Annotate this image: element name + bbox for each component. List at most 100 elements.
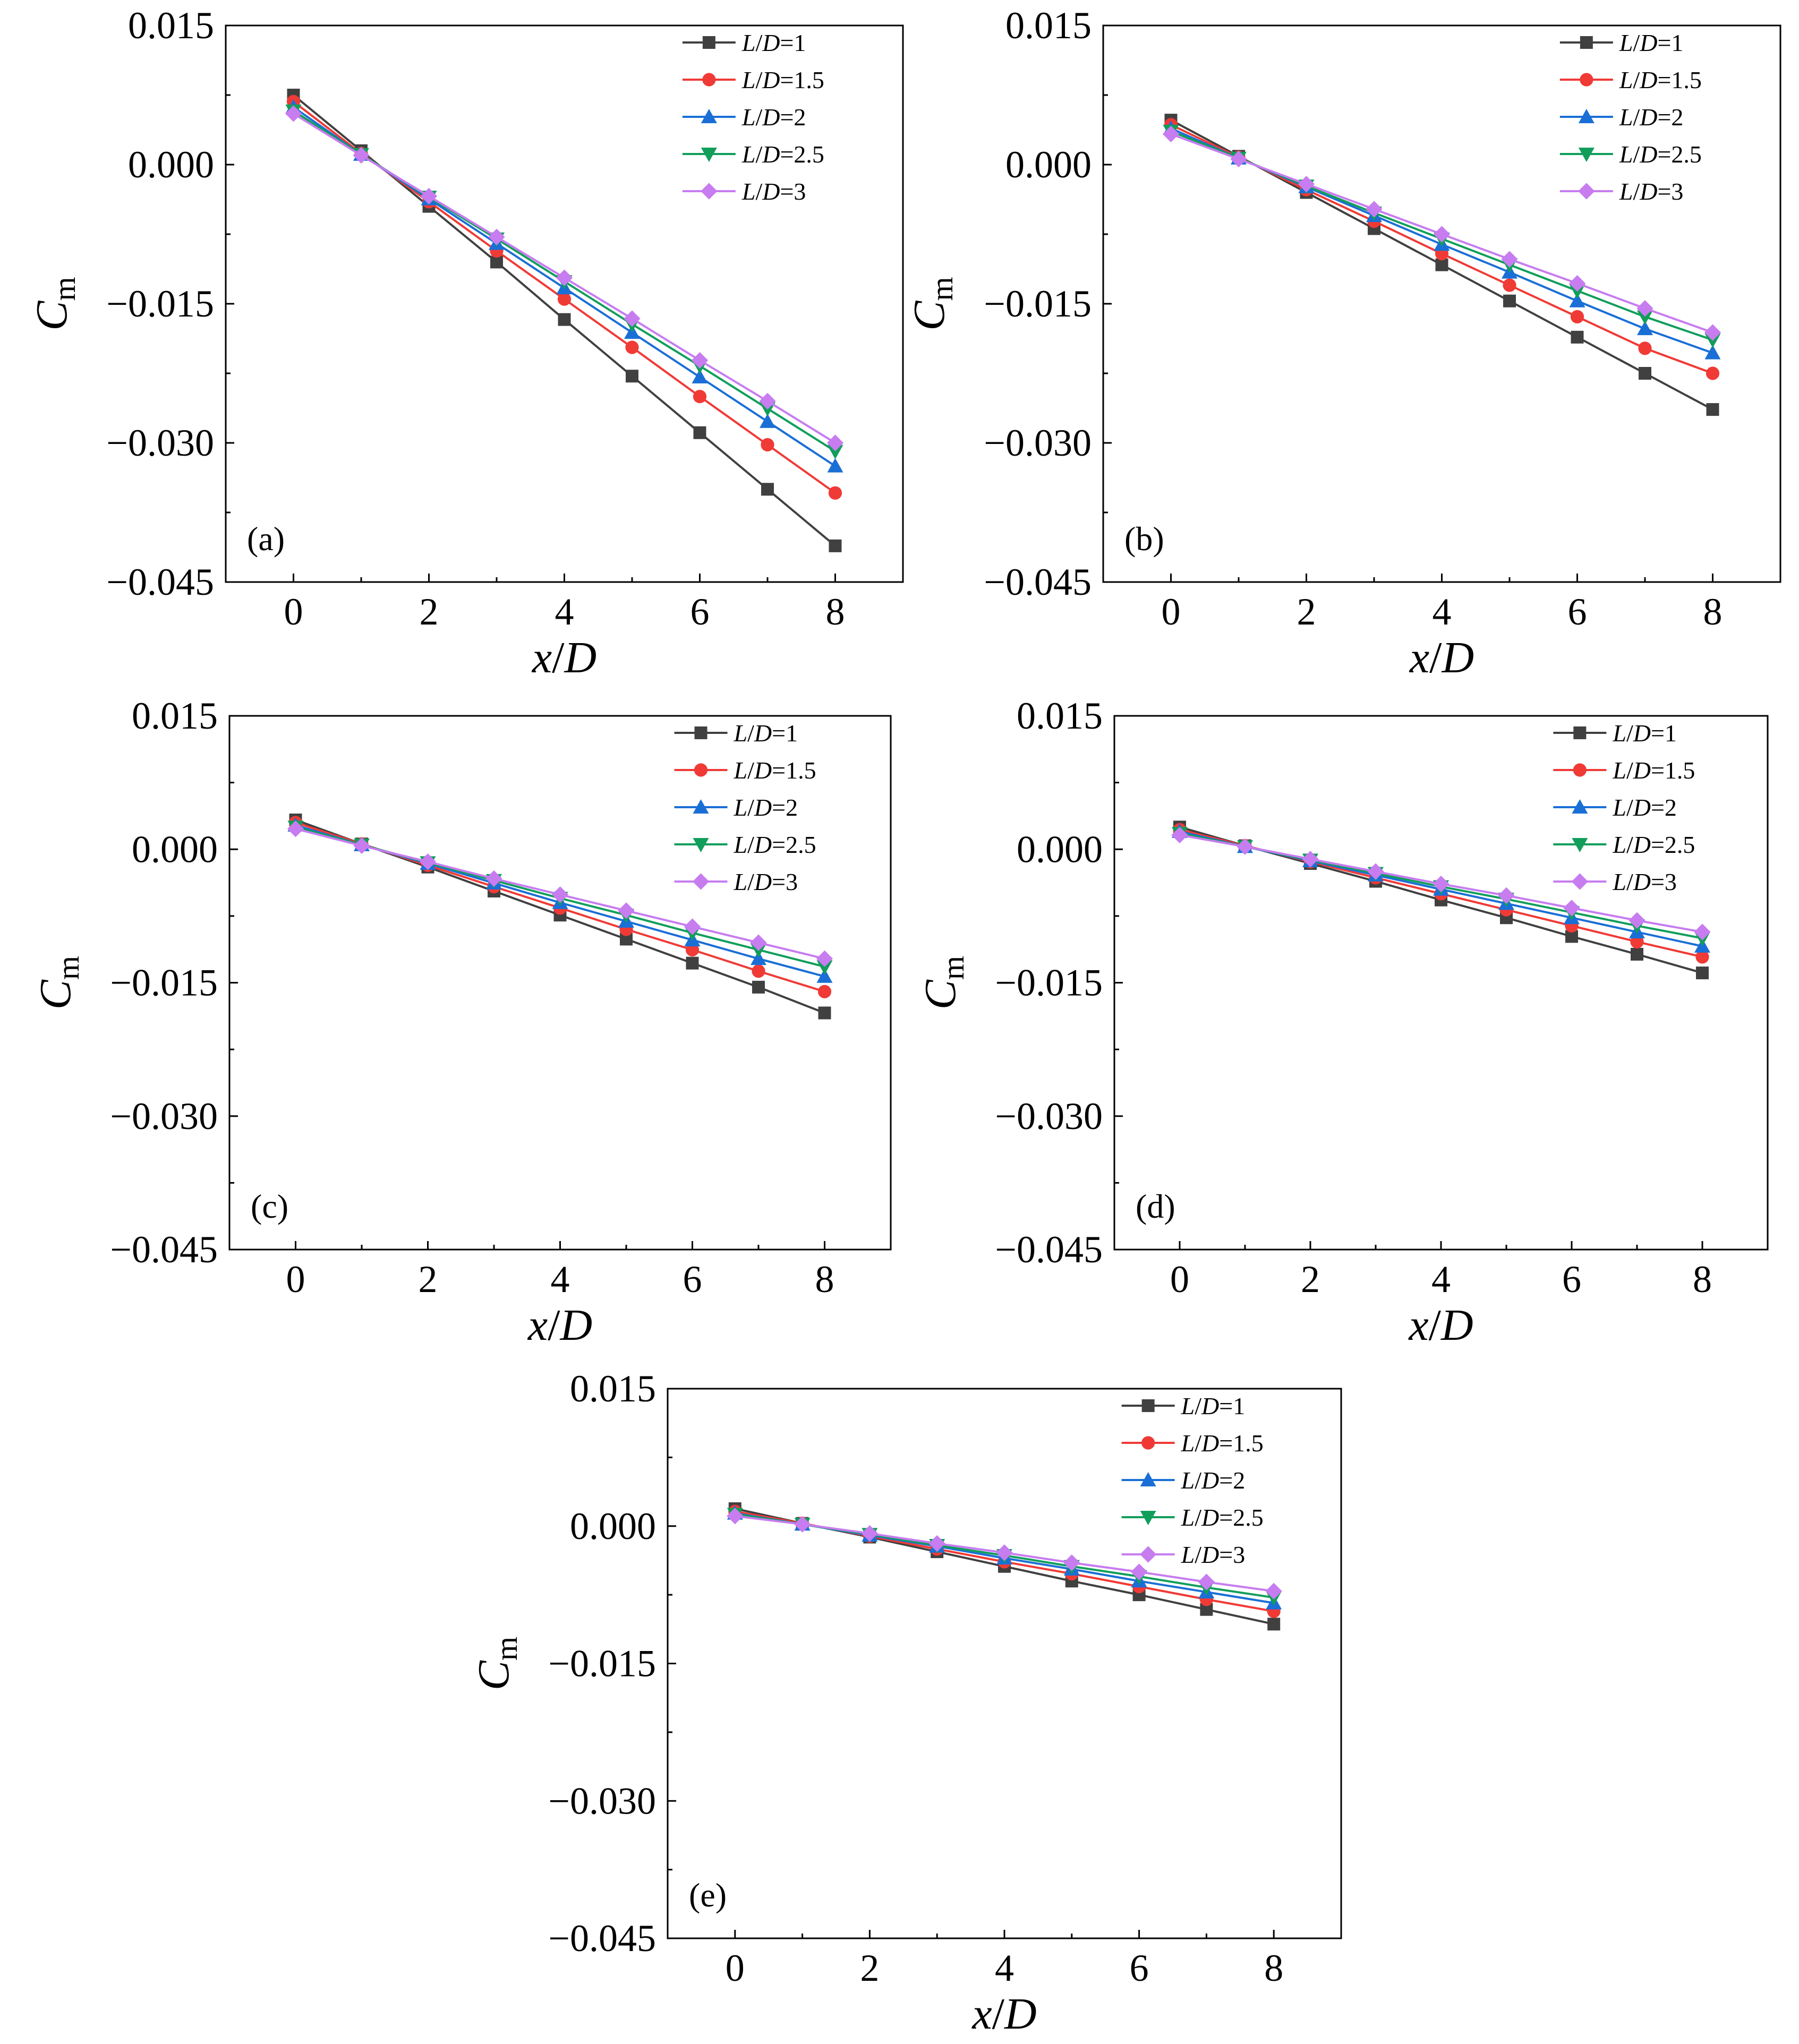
data-point [996,1544,1013,1561]
data-point [794,1516,811,1533]
legend-label: L/D=1.5 [741,66,824,93]
data-point [928,1535,945,1552]
data-point [1501,251,1518,268]
legend-item: L/D=2.5 [682,141,824,168]
legend-item: L/D=2 [1121,1467,1245,1494]
legend-marker [1140,1472,1156,1486]
data-point [1695,950,1709,964]
y-tick-label: 0.000 [132,828,218,870]
data-point [1636,300,1653,317]
legend-item: L/D=2 [1559,104,1683,131]
y-tick-label: 0.000 [1017,828,1103,870]
legend-label: L/D=1 [1181,1392,1246,1419]
legend-label: L/D=3 [1619,178,1684,205]
legend-label: L/D=1 [734,720,798,747]
legend-marker [702,73,716,87]
data-point [1237,838,1254,855]
data-point [1638,341,1652,355]
x-tick-label: 0 [284,591,303,633]
data-point [626,370,638,383]
data-point [420,187,438,204]
y-tick-label: 0.015 [570,1367,656,1410]
legend-marker [692,873,710,890]
x-tick-label: 8 [826,591,845,633]
x-tick-label: 6 [683,1258,702,1301]
legend-item: L/D=3 [1559,178,1684,205]
x-axis-title: x/D [527,1301,592,1350]
legend-marker [694,763,708,777]
legend-label: L/D=2 [1612,794,1677,821]
legend-item: L/D=2 [682,104,806,131]
data-point [1230,150,1247,168]
legend-label: L/D=1 [1619,29,1684,56]
data-point [1503,278,1516,292]
x-tick-label: 4 [555,591,574,633]
panel-tag: (a) [247,520,285,558]
x-tick-label: 6 [1130,1947,1149,1989]
y-tick-label: −0.045 [984,561,1092,603]
legend-item: L/D=1 [682,29,806,56]
legend-label: L/D=1.5 [1612,757,1695,784]
legend-label: L/D=2.5 [741,141,824,168]
legend-label: L/D=2 [734,794,798,821]
data-point [353,837,370,854]
data-point [1694,923,1711,940]
y-tick-label: −0.030 [110,1095,218,1138]
legend-marker [1141,1399,1155,1412]
y-tick-label: −0.045 [995,1228,1103,1271]
x-axis-title: x/D [1409,633,1474,682]
y-tick-label: −0.030 [984,422,1092,464]
legend-item: L/D=1.5 [674,757,816,784]
legend-marker [693,838,709,852]
series-4 [285,105,844,451]
data-point [1367,863,1384,880]
y-tick-label: −0.045 [110,1228,218,1271]
y-axis-title: Cm [31,956,86,1010]
x-tick-label: 6 [690,591,710,633]
series-4 [1171,826,1711,940]
panel-tag: (e) [689,1876,727,1914]
legend-item: L/D=1.5 [682,66,824,93]
data-point [693,390,707,404]
data-point [1298,176,1315,193]
legend-marker [1140,1546,1157,1563]
data-point [816,950,833,967]
legend-label: L/D=2.5 [1619,141,1702,168]
y-tick-label: −0.015 [548,1643,656,1685]
x-tick-label: 4 [995,1947,1014,1989]
x-tick-label: 6 [1568,591,1587,633]
data-point [1498,887,1515,904]
y-tick-label: −0.030 [548,1780,656,1822]
x-tick-label: 2 [419,1258,438,1301]
data-point [1704,345,1721,360]
legend-marker [1578,183,1595,200]
data-point [1571,330,1584,344]
y-tick-label: −0.015 [106,283,214,325]
legend-item: L/D=1 [674,720,798,747]
data-point [287,820,304,837]
data-point [685,943,700,957]
data-point [556,269,573,286]
x-tick-label: 2 [420,591,439,633]
data-point [1063,1554,1080,1571]
data-point [684,918,701,935]
data-point [760,413,775,428]
y-axis-title: Cm [27,277,82,330]
data-point [761,483,774,496]
panel-tag: (b) [1124,520,1164,558]
data-point [861,1525,878,1542]
legend-item: L/D=2.5 [1559,141,1702,168]
legend-label: L/D=3 [734,868,798,895]
legend-marker [1578,148,1595,162]
data-point [490,255,503,269]
legend-item: L/D=1.5 [1559,66,1702,93]
x-tick-label: 4 [1433,591,1452,633]
x-axis-title: x/D [971,1989,1036,2039]
data-point [827,444,843,459]
data-point [1639,367,1651,380]
legend-item: L/D=2.5 [674,831,816,858]
data-point [618,902,635,919]
legend-label: L/D=1.5 [734,757,816,784]
legend-marker [1141,1436,1155,1450]
